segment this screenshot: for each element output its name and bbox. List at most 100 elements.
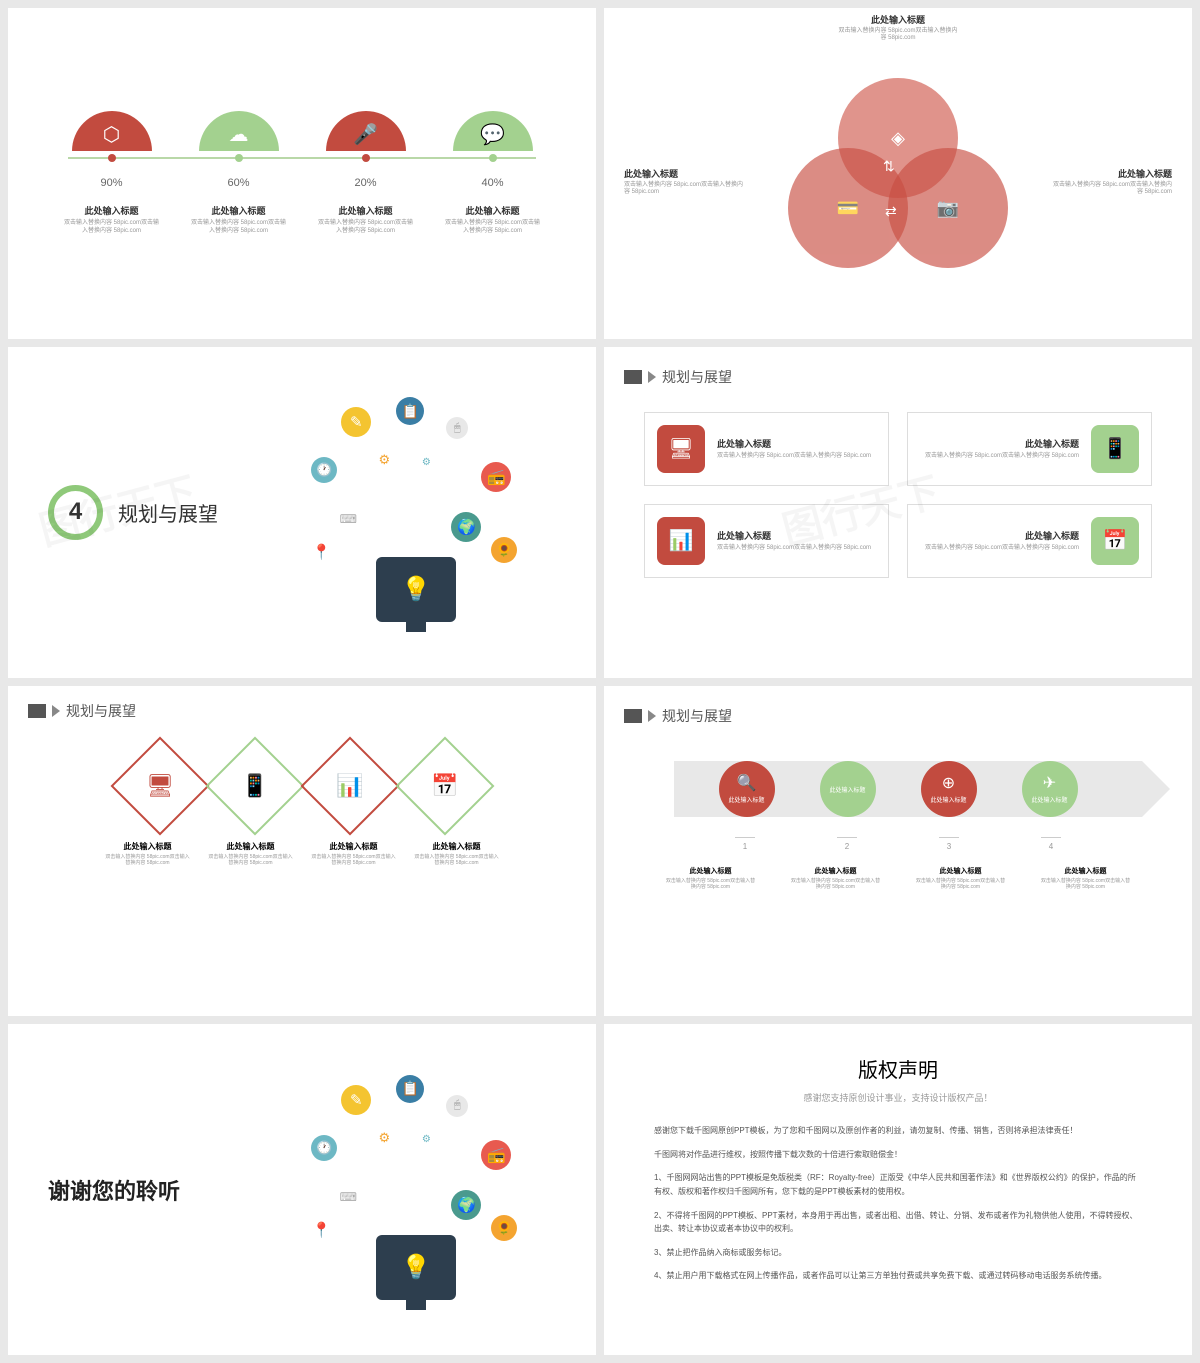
box-icon: 🖥 (657, 425, 705, 473)
percent-label: 60% (227, 177, 249, 189)
dot (108, 154, 116, 162)
slide-header: 规划与展望 (624, 706, 1172, 726)
venn-circle-3: 📷 (888, 148, 1008, 268)
dot (362, 154, 370, 162)
s6-item: 此处输入标题双击输入替换内容 58pic.com双击输入替换内容 58pic.c… (666, 866, 756, 891)
s6-item: 此处输入标题双击输入替换内容 58pic.com双击输入替换内容 58pic.c… (916, 866, 1006, 891)
icon-cluster-2: 📋🖱✎🕐📻⚙⚙⌨🌍📍🌻💡 (296, 1070, 536, 1310)
cluster-icon: ⌨ (336, 507, 360, 531)
s1-item: 此处输入标题双击输入替换内容 58pic.com双击输入替换内容 58pic.c… (189, 204, 289, 236)
cluster-icon: 🖱 (446, 1095, 468, 1117)
venn-label-top: 此处输入标题双击输入替换内容 58pic.com双击输入替换内容 58pic.c… (838, 13, 958, 42)
s1-items: 此处输入标题双击输入替换内容 58pic.com双击输入替换内容 58pic.c… (48, 204, 556, 236)
s1-item: 此处输入标题双击输入替换内容 58pic.com双击输入替换内容 58pic.c… (316, 204, 416, 236)
thanks-title: 谢谢您的聆听 (48, 1174, 277, 1206)
diamond: 📱 (205, 736, 304, 835)
venn-label-left: 此处输入标题双击输入替换内容 58pic.com双击输入替换内容 58pic.c… (624, 167, 744, 196)
s1-item: 此处输入标题双击输入替换内容 58pic.com双击输入替换内容 58pic.c… (443, 204, 543, 236)
diamond: 📊 (300, 736, 399, 835)
icon-cluster-1: 📋🖱✎🕐📻⚙⚙⌨🌍📍🌻💡 (296, 392, 536, 632)
slide-1: ⬡☁🎤💬 90%60%20%40% 此处输入标题双击输入替换内容 58pic.c… (8, 8, 596, 339)
copyright-para: 4、禁止用户用下载格式在网上传播作品，或者作品可以让第三方单独付费或共享免费下载… (654, 1269, 1142, 1283)
dot (235, 154, 243, 162)
cluster-icon: 📍 (306, 1215, 336, 1245)
s6-item: 此处输入标题双击输入替换内容 58pic.com双击输入替换内容 58pic.c… (1041, 866, 1131, 891)
info-box: 🖥此处输入标题双击输入替换内容 58pic.com双击输入替换内容 58pic.… (644, 412, 889, 486)
process-circle: ✈此处输入标题 (1022, 761, 1078, 817)
s6-items: 此处输入标题双击输入替换内容 58pic.com双击输入替换内容 58pic.c… (624, 866, 1172, 891)
percent-label: 20% (354, 177, 376, 189)
venn-label-right: 此处输入标题双击输入替换内容 58pic.com双击输入替换内容 58pic.c… (1052, 167, 1172, 196)
cluster-icon: ⚙ (416, 452, 436, 472)
s5-item: 此处输入标题双击输入替换内容 58pic.com双击输入替换内容 58pic.c… (414, 841, 499, 867)
cluster-icon: 🖱 (446, 417, 468, 439)
slide-7: 谢谢您的聆听 📋🖱✎🕐📻⚙⚙⌨🌍📍🌻💡 (8, 1024, 596, 1355)
monitor-icon: 💡 (376, 557, 456, 622)
cluster-icon: 🌍 (451, 512, 481, 542)
monitor-icon: 💡 (376, 1235, 456, 1300)
process-num: 4 (1041, 837, 1061, 851)
s6-circles: 🔍此处输入标题此处输入标题⊕此处输入标题✈此处输入标题 (719, 761, 1078, 817)
copyright-para: 感谢您下载千图网原创PPT模板，为了您和千图网以及原创作者的利益，请勿复制、传播… (654, 1124, 1142, 1138)
s5-item: 此处输入标题双击输入替换内容 58pic.com双击输入替换内容 58pic.c… (105, 841, 190, 867)
cluster-icon: 🕐 (311, 457, 337, 483)
process-num: 2 (837, 837, 857, 851)
process-circle: 此处输入标题 (820, 761, 876, 817)
copyright-body: 感谢您下载千图网原创PPT模板，为了您和千图网以及原创作者的利益，请勿复制、传播… (654, 1124, 1142, 1283)
diamond: 📅 (395, 736, 494, 835)
cluster-icon: ✎ (341, 1085, 371, 1115)
slide-6: 规划与展望 🔍此处输入标题此处输入标题⊕此处输入标题✈此处输入标题 1234 此… (604, 686, 1192, 1017)
s5-item: 此处输入标题双击输入替换内容 58pic.com双击输入替换内容 58pic.c… (311, 841, 396, 867)
copyright-title: 版权声明 (654, 1054, 1142, 1083)
copyright-para: 2、不得将千图网的PPT模板、PPT素材，本身用于再出售，或者出租、出借、转让、… (654, 1209, 1142, 1236)
semicircle: 💬 (453, 111, 533, 151)
s4-grid: 🖥此处输入标题双击输入替换内容 58pic.com双击输入替换内容 58pic.… (624, 402, 1172, 588)
slide-8: 版权声明 感谢您支持原创设计事业，支持设计版权产品！ 感谢您下载千图网原创PPT… (604, 1024, 1192, 1355)
s5-item: 此处输入标题双击输入替换内容 58pic.com双击输入替换内容 58pic.c… (208, 841, 293, 867)
info-box: 📱此处输入标题双击输入替换内容 58pic.com双击输入替换内容 58pic.… (907, 412, 1152, 486)
box-icon: 📱 (1091, 425, 1139, 473)
box-icon: 📊 (657, 517, 705, 565)
cluster-icon: 📻 (481, 462, 511, 492)
info-box: 📅此处输入标题双击输入替换内容 58pic.com双击输入替换内容 58pic.… (907, 504, 1152, 578)
s6-item: 此处输入标题双击输入替换内容 58pic.com双击输入替换内容 58pic.c… (791, 866, 881, 891)
diamond-row: 🖥📱📊📅 (28, 751, 576, 821)
cluster-icon: 🌻 (491, 537, 517, 563)
copyright-para: 3、禁止把作品纳入商标或服务标记。 (654, 1246, 1142, 1260)
percent-row: 90% 60% 20% 40% (48, 177, 556, 189)
cluster-icon: 🌻 (491, 1215, 517, 1241)
s1-item: 此处输入标题双击输入替换内容 58pic.com双击输入替换内容 58pic.c… (62, 204, 162, 236)
s5-items: 此处输入标题双击输入替换内容 58pic.com双击输入替换内容 58pic.c… (28, 841, 576, 867)
section-ring: 4 (48, 485, 103, 540)
percent-label: 40% (481, 177, 503, 189)
slide-header: 规划与展望 (28, 701, 576, 721)
percent-label: 90% (100, 177, 122, 189)
slide-header: 规划与展望 (624, 367, 1172, 387)
slide-5: 规划与展望 🖥📱📊📅 此处输入标题双击输入替换内容 58pic.com双击输入替… (8, 686, 596, 1017)
arrow-process: 🔍此处输入标题此处输入标题⊕此处输入标题✈此处输入标题 (644, 761, 1152, 817)
box-icon: 📅 (1091, 517, 1139, 565)
cluster-icon: ⌨ (336, 1185, 360, 1209)
cluster-icon: 📋 (396, 1075, 424, 1103)
slide-2: 此处输入标题双击输入替换内容 58pic.com双击输入替换内容 58pic.c… (604, 8, 1192, 339)
semicircle: 🎤 (326, 111, 406, 151)
diamond: 🖥 (110, 736, 209, 835)
copyright-sub: 感谢您支持原创设计事业，支持设计版权产品！ (654, 1091, 1142, 1104)
process-num: 1 (735, 837, 755, 851)
cluster-icon: ✎ (341, 407, 371, 437)
semicircle-row: ⬡☁🎤💬 (48, 111, 556, 151)
dot-row (48, 154, 556, 162)
semicircle: ☁ (199, 111, 279, 151)
venn-diagram: ◈ 💳 📷 ⇅ ⇄ (788, 78, 1008, 268)
process-num: 3 (939, 837, 959, 851)
cluster-icon: 🌍 (451, 1190, 481, 1220)
s6-nums: 1 2 3 4 (624, 837, 1172, 851)
cluster-icon: 📋 (396, 397, 424, 425)
slide-4: 规划与展望 🖥此处输入标题双击输入替换内容 58pic.com双击输入替换内容 … (604, 347, 1192, 678)
slide-3: 4 规划与展望 📋🖱✎🕐📻⚙⚙⌨🌍📍🌻💡 图行天下 (8, 347, 596, 678)
copyright-para: 1、千图网网站出售的PPT模板是免版税类（RF：Royalty-free）正版受… (654, 1171, 1142, 1198)
cluster-icon: ⚙ (416, 1130, 436, 1150)
cluster-icon: 📻 (481, 1140, 511, 1170)
info-box: 📊此处输入标题双击输入替换内容 58pic.com双击输入替换内容 58pic.… (644, 504, 889, 578)
process-circle: 🔍此处输入标题 (719, 761, 775, 817)
